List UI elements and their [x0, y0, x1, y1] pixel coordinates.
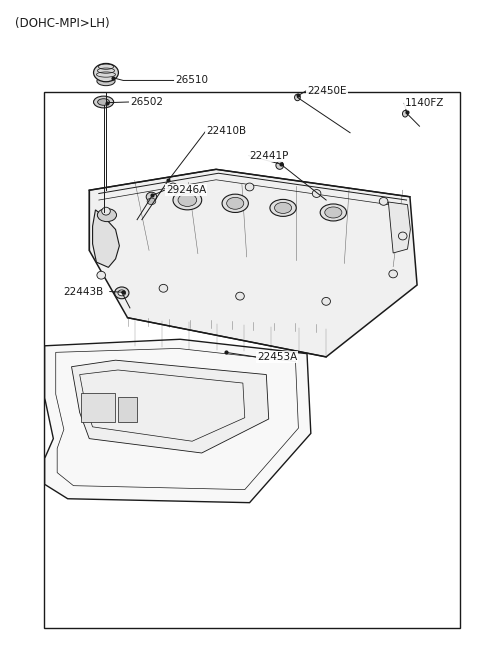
Text: 22410B: 22410B	[206, 126, 247, 136]
Ellipse shape	[295, 94, 300, 101]
Ellipse shape	[97, 99, 109, 105]
Bar	[44, 92, 460, 628]
Polygon shape	[89, 170, 417, 357]
Ellipse shape	[147, 198, 156, 204]
Ellipse shape	[236, 292, 244, 300]
Ellipse shape	[173, 190, 202, 210]
Ellipse shape	[325, 207, 342, 218]
Ellipse shape	[312, 189, 321, 197]
Text: 29246A: 29246A	[166, 185, 206, 195]
Ellipse shape	[276, 162, 284, 170]
Polygon shape	[72, 360, 269, 453]
Text: 22453A: 22453A	[257, 352, 297, 362]
Ellipse shape	[159, 284, 168, 292]
Ellipse shape	[270, 199, 296, 216]
Ellipse shape	[168, 183, 177, 191]
Ellipse shape	[94, 64, 119, 82]
Ellipse shape	[222, 194, 248, 212]
Ellipse shape	[320, 204, 347, 221]
Ellipse shape	[115, 287, 129, 299]
Ellipse shape	[97, 208, 117, 221]
Text: 22450E: 22450E	[307, 86, 347, 96]
Ellipse shape	[398, 232, 407, 240]
Ellipse shape	[94, 96, 114, 108]
Polygon shape	[388, 202, 410, 253]
Text: 26510: 26510	[175, 75, 208, 85]
Ellipse shape	[379, 197, 388, 205]
Ellipse shape	[245, 183, 254, 191]
Ellipse shape	[275, 202, 292, 214]
Ellipse shape	[97, 77, 115, 86]
Text: (DOHC-MPI>LH): (DOHC-MPI>LH)	[15, 17, 109, 30]
Ellipse shape	[227, 197, 244, 209]
FancyBboxPatch shape	[81, 393, 115, 422]
Ellipse shape	[102, 207, 110, 215]
Ellipse shape	[178, 194, 197, 206]
Polygon shape	[45, 339, 311, 502]
Ellipse shape	[97, 271, 106, 279]
Ellipse shape	[322, 297, 330, 305]
Ellipse shape	[146, 192, 157, 201]
Text: 1140FZ: 1140FZ	[405, 98, 444, 108]
Ellipse shape	[403, 111, 408, 117]
Text: 26502: 26502	[130, 97, 163, 107]
Ellipse shape	[118, 290, 126, 296]
Text: 22443B: 22443B	[63, 286, 103, 297]
Text: 22441P: 22441P	[250, 151, 289, 160]
Polygon shape	[93, 210, 120, 267]
Ellipse shape	[389, 270, 397, 278]
FancyBboxPatch shape	[118, 398, 137, 422]
